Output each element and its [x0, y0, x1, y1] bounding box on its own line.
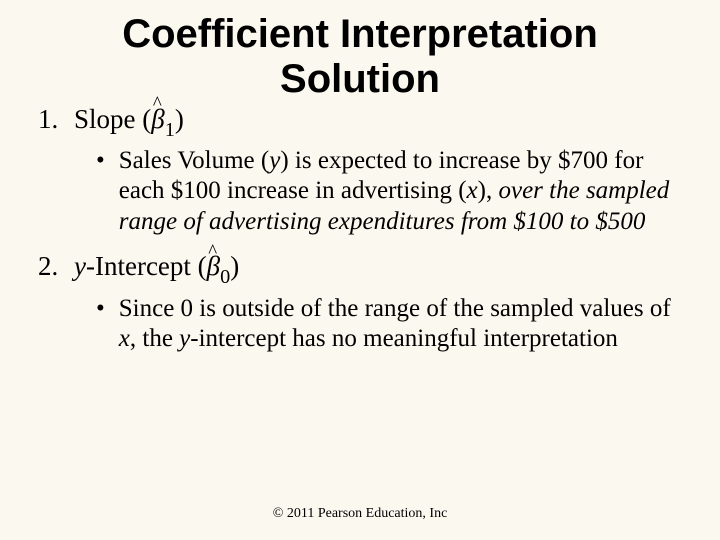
- sub-list-1: • Sales Volume (y) is expected to increa…: [28, 146, 692, 238]
- sub2-var-x: x: [119, 325, 130, 352]
- slide: Coefficient Interpretation Solution 1.Sl…: [0, 0, 720, 540]
- copyright-footer: © 2011 Pearson Education, Inc: [0, 506, 720, 522]
- list-item-1: 1.Slope ( ^ β 1): [28, 104, 692, 140]
- sub-item-2: • Since 0 is outside of the range of the…: [96, 294, 692, 355]
- item1-pre: Slope (: [74, 104, 151, 134]
- hat-icon: ^: [153, 93, 162, 115]
- sub-list-2: • Since 0 is outside of the range of the…: [28, 294, 692, 355]
- item2-var-y: y: [74, 251, 86, 281]
- list-item-2: 2.y-Intercept ( ^ β 0): [28, 251, 692, 287]
- item2-post: ): [230, 251, 239, 281]
- beta0-subscript: 0: [220, 266, 230, 288]
- sub1-frag3: ),: [478, 177, 499, 204]
- sub-item-1: • Sales Volume (y) is expected to increa…: [96, 146, 692, 238]
- item2-number: 2.: [38, 251, 74, 282]
- title-line-2: Solution: [280, 57, 440, 101]
- bullet-icon: •: [96, 294, 105, 325]
- slide-title: Coefficient Interpretation Solution: [28, 12, 692, 102]
- sub1-frag1: Sales Volume (: [119, 147, 269, 174]
- item2-pre: -Intercept (: [86, 251, 207, 281]
- sub1-var-y: y: [269, 147, 280, 174]
- beta1-subscript: 1: [165, 119, 175, 141]
- sub-item-2-text: Since 0 is outside of the range of the s…: [119, 294, 692, 355]
- sub2-var-y: y: [179, 325, 190, 352]
- sub-item-1-text: Sales Volume (y) is expected to increase…: [119, 146, 692, 238]
- item1-number: 1.: [38, 104, 74, 135]
- sub2-frag3: -intercept has no meaningful interpretat…: [190, 325, 618, 352]
- title-line-1: Coefficient Interpretation: [122, 12, 598, 56]
- hat-icon: ^: [208, 241, 217, 263]
- sub1-var-x: x: [467, 177, 478, 204]
- bullet-icon: •: [96, 146, 105, 177]
- sub2-frag1: Since 0 is outside of the range of the s…: [119, 295, 671, 322]
- beta1-symbol: ^ β: [151, 104, 164, 135]
- item1-post: ): [175, 104, 184, 134]
- sub2-frag2: , the: [130, 325, 179, 352]
- beta0-symbol: ^ β: [207, 251, 220, 282]
